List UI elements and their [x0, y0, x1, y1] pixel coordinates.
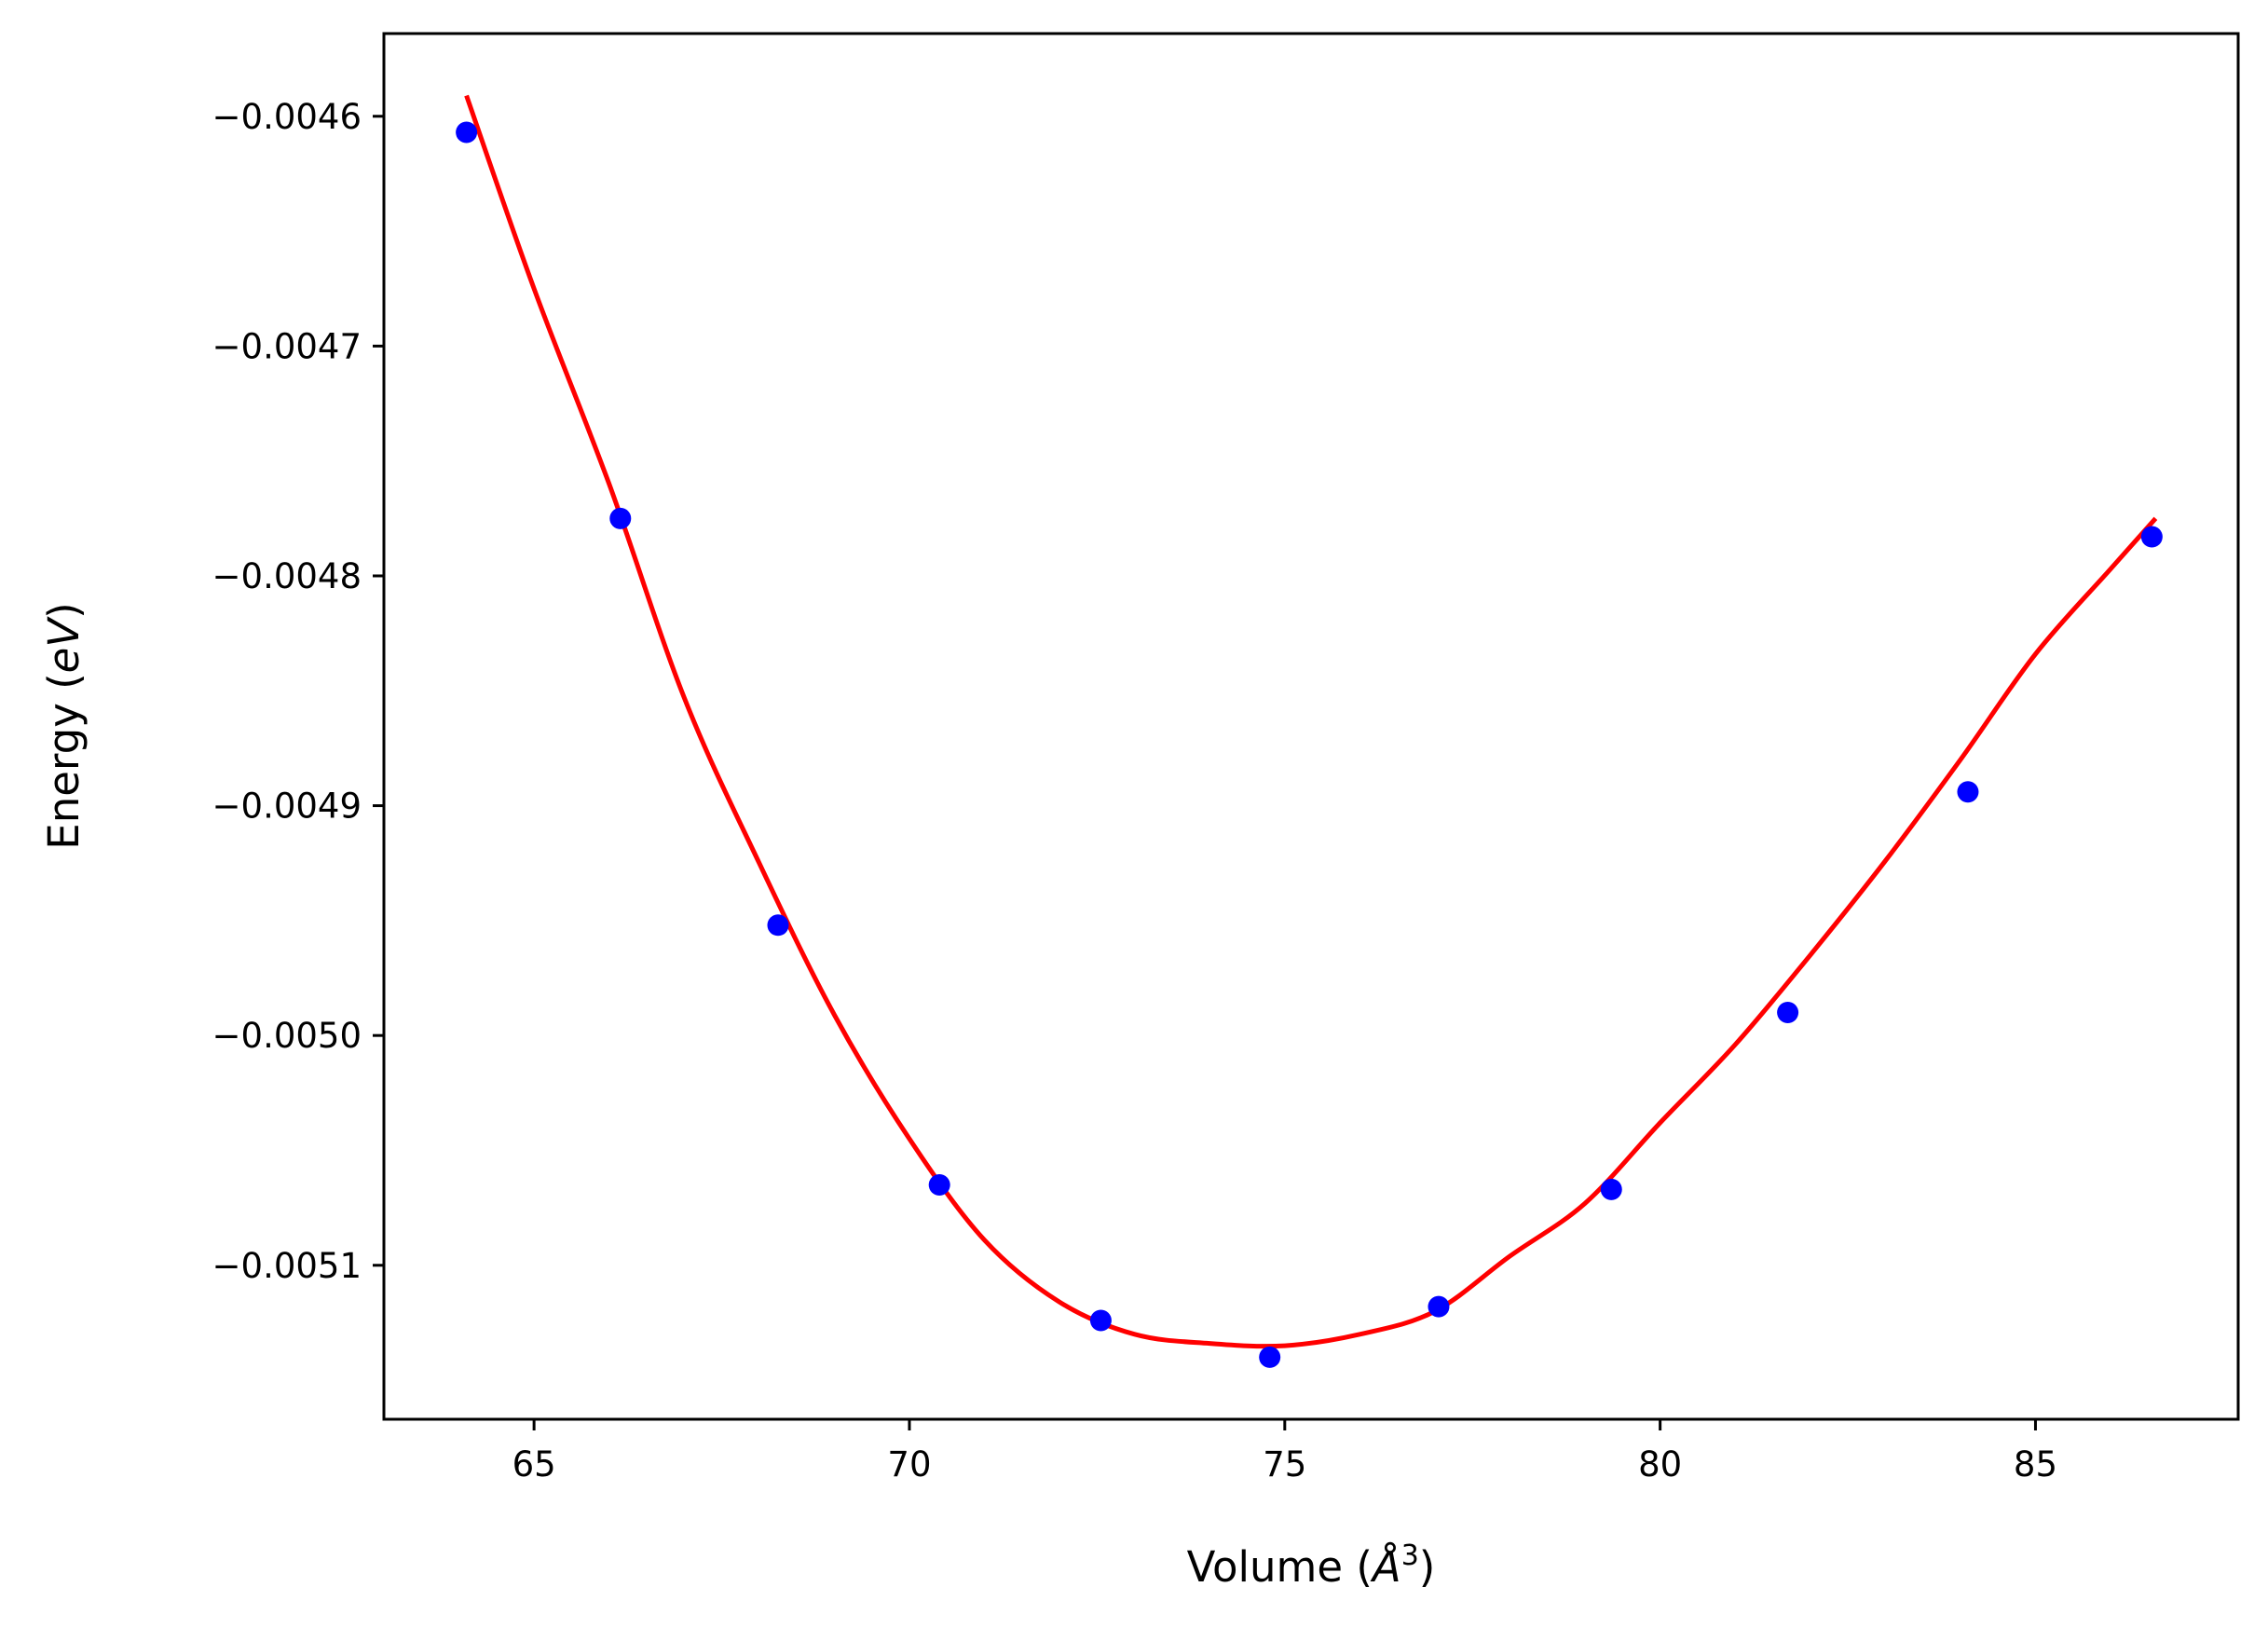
y-tick-label: −0.0046	[212, 97, 362, 137]
data-point	[1600, 1178, 1622, 1200]
y-tick-label: −0.0047	[212, 326, 362, 366]
data-point	[1957, 781, 1979, 803]
y-axis-ticks: −0.0046 −0.0047 −0.0048 −0.0049 −0.0050 −0.00…	[212, 97, 384, 1286]
x-tick-label: 80	[1638, 1444, 1682, 1484]
data-point	[1089, 1309, 1112, 1332]
y-axis-label-main: Energy (	[39, 673, 89, 849]
axes-frame	[382, 32, 2240, 1421]
x-tick-label: 75	[1263, 1444, 1306, 1484]
y-tick-label: −0.0048	[212, 556, 362, 596]
data-point	[1777, 1002, 1799, 1024]
data-point	[1428, 1295, 1450, 1318]
x-axis-label: Volume (Å3)	[1187, 1539, 1436, 1592]
data-point	[2140, 526, 2163, 548]
y-axis-label-close: )	[39, 602, 89, 619]
fit-curve-line	[464, 94, 2158, 1349]
x-axis-ticks: 65 70 75 80 85	[512, 1419, 2057, 1484]
data-point	[1259, 1346, 1281, 1368]
plot-area	[456, 94, 2163, 1368]
data-point	[928, 1173, 950, 1196]
x-axis-label-close: )	[1419, 1542, 1436, 1592]
y-tick-label: −0.0051	[212, 1246, 362, 1286]
x-axis-label-main: Volume (	[1187, 1542, 1373, 1592]
x-tick-label: 85	[2014, 1444, 2057, 1484]
data-point	[456, 121, 478, 144]
data-point	[767, 914, 789, 937]
data-point	[609, 507, 632, 529]
x-axis-label-symbol: Å	[1370, 1542, 1401, 1592]
y-axis-label: Energy (eV)	[39, 602, 89, 849]
x-tick-label: 65	[512, 1444, 556, 1484]
y-axis-label-symbol: eV	[39, 616, 89, 674]
x-tick-label: 70	[887, 1444, 931, 1484]
y-tick-label: −0.0049	[212, 787, 362, 827]
y-tick-label: −0.0050	[212, 1016, 362, 1056]
x-axis-label-superscript: 3	[1401, 1539, 1419, 1572]
